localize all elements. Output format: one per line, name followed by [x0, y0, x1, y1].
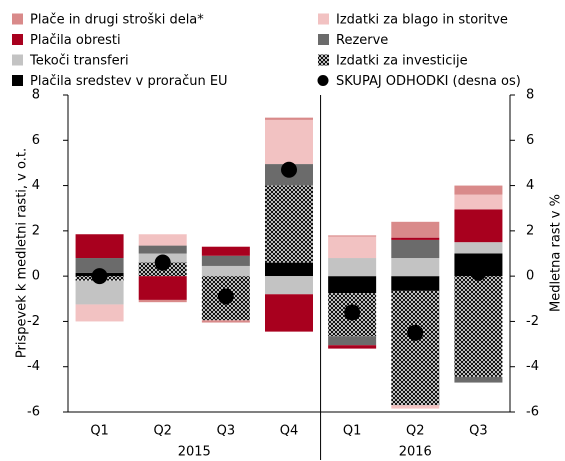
bar-segment: [328, 345, 377, 349]
total-point: [281, 161, 297, 178]
y2-tick-label: -6: [526, 405, 539, 420]
bar-segment: [391, 239, 440, 259]
y-tick-label: -6: [27, 405, 40, 420]
x-tick-label: Q3: [469, 424, 488, 439]
bar-segment: [201, 255, 250, 266]
y-tick-label: 4: [32, 178, 40, 193]
bar-segment: [391, 221, 440, 238]
legend-label: SKUPAJ ODHODKI (desna os): [336, 74, 521, 89]
bar-segment: [75, 304, 124, 322]
legend-marker: [317, 75, 329, 86]
bar-segment: [454, 376, 503, 383]
bar-segment: [454, 242, 503, 254]
x-tick-label: Q2: [153, 424, 172, 439]
bar-segment: [328, 276, 377, 294]
y2-tick-label: -2: [526, 314, 539, 329]
bar-segment: [138, 234, 187, 246]
bar-segment: [75, 280, 124, 305]
y-tick-label: 0: [32, 269, 40, 284]
total-point: [154, 254, 171, 271]
total-point: [407, 324, 424, 341]
legend-label: Plačila sredstev v proračun EU: [30, 74, 228, 89]
y-tick-label: -2: [27, 314, 40, 329]
x-tick-label: Q1: [343, 424, 362, 439]
x-tick-label: Q4: [280, 424, 299, 439]
y2-tick-label: 0: [526, 269, 534, 284]
bar-segment: [328, 258, 377, 277]
bar-segment: [201, 320, 250, 323]
y2-tick-label: 4: [526, 178, 534, 193]
bar-segment: [454, 185, 503, 195]
bar-segment: [454, 194, 503, 210]
bar-segment: [201, 265, 250, 277]
bar-segment: [454, 209, 503, 243]
bar-segment: [265, 276, 313, 295]
y-axis-label: Prispevek k medletni rasti, v o.t.: [15, 148, 30, 358]
y2-tick-label: 2: [526, 223, 534, 238]
legend-marker: [12, 75, 23, 86]
total-point: [217, 288, 234, 305]
bar-segment: [265, 185, 313, 263]
legend-marker: [12, 54, 23, 66]
bar-segment: [265, 119, 313, 165]
y-tick-label: 8: [32, 88, 40, 103]
legend-marker: [318, 13, 329, 25]
bar-segment: [138, 299, 187, 303]
bar-segment: [391, 237, 440, 240]
legend-label: Izdatki za blago in storitve: [336, 13, 508, 28]
bar-segment: [328, 236, 377, 259]
x-tick-label: Q2: [406, 424, 425, 439]
bar-segment: [265, 117, 313, 120]
legend-label: Izdatki za investicije: [336, 54, 468, 69]
y2-tick-label: 6: [526, 133, 534, 148]
y2-tick-label: -4: [526, 359, 539, 374]
total-point: [470, 264, 487, 281]
legend-marker: [12, 13, 23, 25]
y-tick-label: 6: [32, 133, 40, 148]
x-tick-label: Q1: [90, 424, 109, 439]
group-label: 2015: [178, 445, 211, 460]
legend-label: Rezerve: [336, 33, 388, 48]
bar-segment: [265, 294, 313, 332]
y-tick-label: -4: [27, 359, 40, 374]
x-tick-label: Q3: [217, 424, 236, 439]
bar-segment: [75, 234, 124, 259]
bar-segment: [391, 290, 440, 406]
legend-marker: [318, 54, 329, 66]
bar-segment: [138, 245, 187, 254]
y2-tick-label: 8: [526, 88, 534, 103]
group-label: 2016: [399, 445, 432, 460]
bar-segment: [391, 258, 440, 277]
bar-segment: [138, 276, 187, 300]
bar-segment: [391, 405, 440, 409]
bar-segment: [391, 276, 440, 291]
y-tick-label: 2: [32, 223, 40, 238]
legend-marker: [12, 34, 23, 45]
bar-segment: [75, 258, 124, 273]
bar-segment: [201, 246, 250, 256]
bar-segment: [454, 276, 503, 377]
total-point: [344, 304, 361, 321]
legend-label: Tekoči transferi: [29, 54, 129, 69]
legend-label: Plačila obresti: [30, 33, 121, 48]
legend-marker: [318, 34, 329, 45]
bar-segment: [265, 262, 313, 277]
bar-segment: [328, 336, 377, 346]
bar-segment: [328, 235, 377, 237]
y2-axis-label: Medletna rast v %: [549, 194, 564, 312]
total-point: [91, 268, 108, 285]
legend-label: Plače in drugi stroški dela*: [30, 13, 204, 28]
